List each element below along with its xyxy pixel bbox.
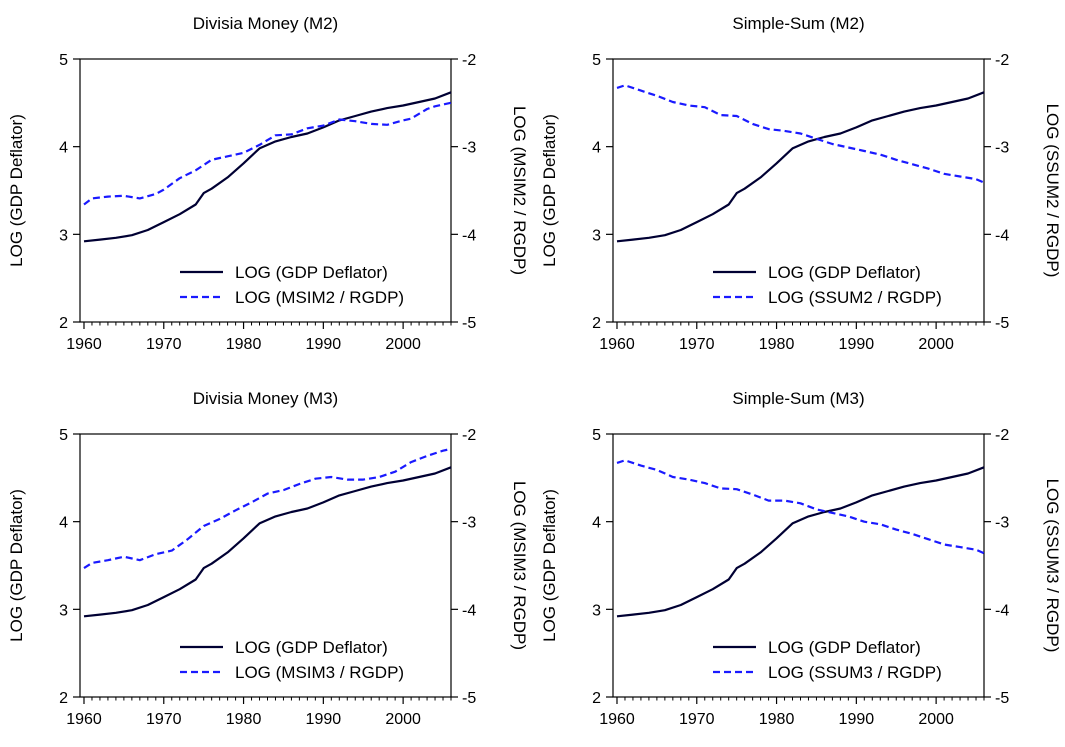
y-right-tick-label: -2 [995, 52, 1009, 69]
y-right-tick-label: -2 [462, 52, 476, 69]
y-right-axis-label: LOG (SSUM3 / RGDP) [1043, 479, 1062, 653]
series-line-gdp-deflator [616, 466, 985, 618]
legend: LOG (GDP Deflator) LOG (MSIM3 / RGDP) [180, 638, 404, 682]
chart-title: Simple-Sum (M3) [732, 389, 864, 408]
x-tick-label: 1980 [759, 711, 795, 728]
y-left-tick-label: 2 [592, 315, 601, 332]
x-tick-label: 1960 [599, 711, 635, 728]
x-tick-label: 1990 [306, 711, 342, 728]
legend: LOG (GDP Deflator) LOG (SSUM2 / RGDP) [713, 263, 942, 307]
x-tick-label: 1980 [226, 711, 262, 728]
y-left-tick-label: 5 [592, 52, 601, 69]
legend-label: LOG (GDP Deflator) [235, 638, 388, 657]
y-right-tick-label: -4 [462, 227, 476, 244]
legend-label: LOG (MSIM2 / RGDP) [235, 288, 404, 307]
legend-label: LOG (MSIM3 / RGDP) [235, 663, 404, 682]
x-tick-label: 1980 [759, 336, 795, 353]
y-right-tick-label: -5 [995, 315, 1009, 332]
series-line-gdp-deflator [83, 466, 452, 618]
legend: LOG (GDP Deflator) LOG (MSIM2 / RGDP) [180, 263, 404, 307]
y-right-tick-label: -4 [995, 602, 1009, 619]
y-right-tick-label: -3 [995, 515, 1009, 532]
chart-panel-3: Divisia Money (M3) 1960 1970 1980 1990 2000 2 3… [7, 389, 529, 728]
chart-panel-2: Simple-Sum (M2) 1960 1970 1980 1990 2000 2 3 4 5 -… [540, 14, 1062, 353]
y-left-tick-label: 4 [59, 515, 68, 532]
legend-label: LOG (SSUM2 / RGDP) [768, 288, 942, 307]
y-right-tick-label: -5 [462, 690, 476, 707]
y-left-axis-label: LOG (GDP Deflator) [7, 489, 26, 642]
y-right-axis-label: LOG (SSUM2 / RGDP) [1043, 104, 1062, 278]
chart-title: Divisia Money (M2) [193, 14, 338, 33]
x-tick-label: 1990 [839, 336, 875, 353]
x-tick-label: 1970 [146, 711, 182, 728]
plot-frame [612, 58, 985, 323]
x-tick-label: 1990 [839, 711, 875, 728]
y-right-tick-label: -3 [995, 140, 1009, 157]
chart-title: Divisia Money (M3) [193, 389, 338, 408]
y-left-tick-label: 4 [592, 515, 601, 532]
y-right-tick-label: -5 [462, 315, 476, 332]
series-line-money-ratio [83, 447, 452, 570]
x-tick-label: 1960 [66, 336, 102, 353]
y-left-tick-label: 4 [592, 140, 601, 157]
chart-title: Simple-Sum (M2) [732, 14, 864, 33]
series-line-money-ratio [83, 101, 452, 206]
x-tick-label: 2000 [385, 336, 421, 353]
y-left-axis-label: LOG (GDP Deflator) [540, 489, 559, 642]
y-left-tick-label: 2 [59, 690, 68, 707]
x-tick-label: 1970 [146, 336, 182, 353]
series-line-gdp-deflator [83, 91, 452, 243]
y-left-tick-label: 3 [59, 602, 68, 619]
legend-label: LOG (GDP Deflator) [235, 263, 388, 282]
x-tick-label: 1980 [226, 336, 262, 353]
y-left-axis-label: LOG (GDP Deflator) [540, 114, 559, 267]
y-right-tick-label: -2 [462, 427, 476, 444]
x-tick-label: 1960 [599, 336, 635, 353]
y-left-tick-label: 5 [592, 427, 601, 444]
y-right-axis-label: LOG (MSIM3 / RGDP) [510, 481, 529, 650]
x-tick-label: 2000 [918, 336, 954, 353]
plot-frame [79, 58, 452, 323]
y-left-tick-label: 5 [59, 52, 68, 69]
legend: LOG (GDP Deflator) LOG (SSUM3 / RGDP) [713, 638, 942, 682]
y-right-tick-label: -3 [462, 515, 476, 532]
x-tick-label: 2000 [918, 711, 954, 728]
legend-label: LOG (GDP Deflator) [768, 263, 921, 282]
x-tick-label: 1960 [66, 711, 102, 728]
x-tick-label: 2000 [385, 711, 421, 728]
x-tick-label: 1970 [679, 336, 715, 353]
y-right-tick-label: -2 [995, 427, 1009, 444]
y-left-tick-label: 5 [59, 427, 68, 444]
chart-panel-1: Divisia Money (M2) 1960 1970 1980 1990 2000 2 3… [7, 14, 529, 353]
y-left-tick-label: 4 [59, 140, 68, 157]
y-left-axis-label: LOG (GDP Deflator) [7, 114, 26, 267]
x-tick-label: 1990 [306, 336, 342, 353]
plot-frame [612, 433, 985, 698]
series-line-money-ratio [616, 84, 985, 184]
y-right-axis-label: LOG (MSIM2 / RGDP) [510, 106, 529, 275]
y-right-tick-label: -4 [462, 602, 476, 619]
y-right-tick-label: -5 [995, 690, 1009, 707]
y-left-tick-label: 3 [592, 602, 601, 619]
y-left-tick-label: 2 [592, 690, 601, 707]
y-left-tick-label: 3 [592, 227, 601, 244]
y-right-tick-label: -3 [462, 140, 476, 157]
legend-label: LOG (SSUM3 / RGDP) [768, 663, 942, 682]
legend-label: LOG (GDP Deflator) [768, 638, 921, 657]
y-right-tick-label: -4 [995, 227, 1009, 244]
x-tick-label: 1970 [679, 711, 715, 728]
y-left-tick-label: 2 [59, 315, 68, 332]
series-line-gdp-deflator [616, 91, 985, 243]
series-line-money-ratio [616, 459, 985, 555]
chart-panel-4: Simple-Sum (M3) 1960 1970 1980 1990 2000 2 3 4 5 -… [540, 389, 1062, 728]
y-left-tick-label: 3 [59, 227, 68, 244]
plot-frame [79, 433, 452, 698]
